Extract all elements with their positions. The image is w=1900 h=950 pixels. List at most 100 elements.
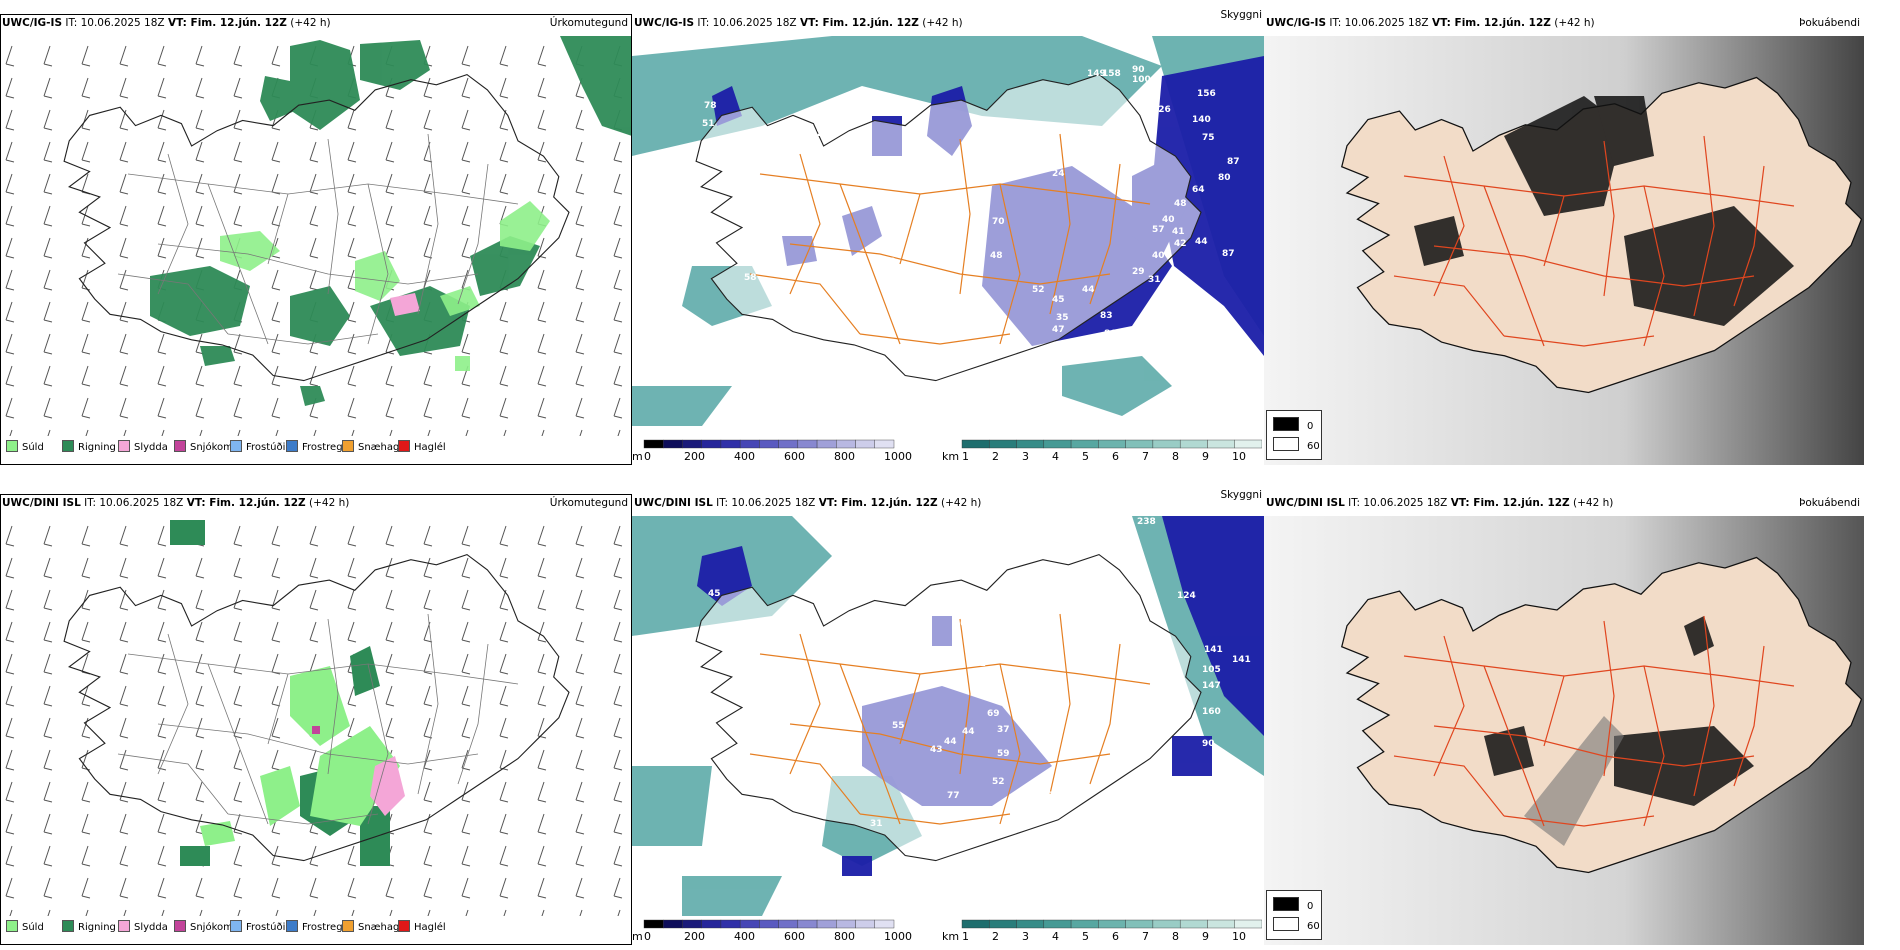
vt-label: VT: Fim. 12.jún. 12Z bbox=[799, 17, 919, 29]
colorbar-segment bbox=[720, 439, 741, 449]
cloud-base-label: 40 bbox=[1162, 215, 1175, 225]
fog-map bbox=[1264, 516, 1900, 945]
wind-barb bbox=[613, 781, 623, 803]
wind-barb bbox=[233, 621, 243, 643]
wind-barb bbox=[233, 781, 243, 803]
cloud-base-colorbar: m 0 200 400 600 800 1000 bbox=[632, 438, 932, 464]
precip-drizzle-areas bbox=[220, 201, 550, 371]
cloud-base-label: 47 bbox=[850, 751, 863, 761]
road-line bbox=[267, 673, 289, 745]
wind-barb bbox=[195, 109, 205, 131]
colorbar-segment bbox=[816, 919, 837, 929]
wind-barb bbox=[157, 749, 167, 771]
run-label: UWC/DINI ISL bbox=[634, 497, 713, 509]
cloud-base-label: 48 bbox=[1174, 199, 1187, 209]
wind-barb bbox=[161, 429, 165, 436]
road-line bbox=[1089, 643, 1121, 785]
wind-barb bbox=[195, 173, 205, 195]
cloud-base-label: 158 bbox=[1102, 69, 1121, 79]
wind-barb bbox=[575, 269, 585, 291]
wind-barb bbox=[423, 365, 433, 387]
wind-barb bbox=[5, 589, 15, 611]
wind-barb bbox=[275, 909, 279, 916]
wind-barb bbox=[575, 589, 585, 611]
colorbar-segment bbox=[739, 919, 760, 929]
wind-barb bbox=[499, 557, 509, 579]
wind-barb bbox=[233, 173, 243, 195]
colorbar-segment bbox=[778, 439, 799, 449]
colorbar-segment bbox=[855, 439, 875, 449]
wind-barb bbox=[537, 365, 547, 387]
wind-barb bbox=[271, 269, 281, 291]
cloud-base-label: 45 bbox=[708, 589, 721, 599]
colorbar-tick: 1 bbox=[962, 930, 969, 943]
wind-barb bbox=[81, 877, 91, 899]
cloud-base-label: 47 bbox=[1052, 325, 1065, 335]
colorbar-segment bbox=[1070, 919, 1099, 929]
colorbar-segment bbox=[1043, 439, 1072, 449]
cloud-base-label: 77 bbox=[947, 791, 960, 801]
wind-barb bbox=[613, 621, 623, 643]
wind-barb bbox=[81, 525, 91, 547]
cloud-base-label: 69 bbox=[899, 194, 912, 204]
wind-barb bbox=[271, 205, 281, 227]
precip-snow-areas bbox=[312, 726, 320, 734]
wind-barb bbox=[233, 205, 243, 227]
wind-barb bbox=[347, 557, 357, 579]
colorbar-tick: 0 bbox=[644, 450, 651, 463]
wind-barb bbox=[575, 813, 585, 835]
colorbar-segment bbox=[1179, 439, 1208, 449]
cloud-base-label: 24 bbox=[1052, 169, 1065, 179]
wind-barb bbox=[47, 909, 51, 916]
wind-barb bbox=[499, 717, 509, 739]
road-line bbox=[789, 243, 1111, 285]
wind-barb bbox=[537, 653, 547, 675]
legend-item: Snjókoma bbox=[174, 440, 239, 454]
legend-item: Frostúði bbox=[230, 440, 285, 454]
wind-barb bbox=[81, 109, 91, 131]
lead-label: (+42 h) bbox=[1554, 17, 1595, 29]
roads bbox=[749, 613, 1151, 825]
cloud-base-label: 90 bbox=[1202, 739, 1215, 749]
wind-barb bbox=[119, 205, 129, 227]
road-line bbox=[127, 173, 519, 205]
wind-barb bbox=[347, 301, 357, 323]
wind-barb bbox=[347, 685, 357, 707]
legend-swatch bbox=[118, 440, 130, 452]
colorbar-tick: 7 bbox=[1142, 450, 1149, 463]
cloud-base-label: 44 bbox=[962, 727, 975, 737]
legend-swatch bbox=[342, 920, 354, 932]
wind-barb bbox=[5, 269, 15, 291]
wind-barb bbox=[575, 173, 585, 195]
legend-item: Frostúði bbox=[230, 920, 285, 934]
road-line bbox=[127, 653, 519, 685]
wind-barb bbox=[499, 77, 509, 99]
colorbar-segment bbox=[1152, 439, 1181, 449]
vt-label: VT: Fim. 12.jún. 12Z bbox=[818, 497, 938, 509]
wind-barb bbox=[271, 365, 281, 387]
cloud-base-label: 126 bbox=[1152, 105, 1171, 115]
wind-barb bbox=[157, 109, 167, 131]
wind-barb bbox=[119, 109, 129, 131]
cloud-base-label: 80 bbox=[1218, 173, 1231, 183]
roads bbox=[1393, 615, 1795, 827]
wind-barb bbox=[157, 173, 167, 195]
wind-barb bbox=[423, 557, 433, 579]
wind-barb bbox=[309, 269, 319, 291]
wind-barb bbox=[157, 877, 167, 899]
wind-barb bbox=[423, 813, 433, 835]
cloud-base-label: 44 bbox=[944, 737, 957, 747]
wind-barb bbox=[195, 397, 205, 419]
precip-rain-areas bbox=[150, 36, 632, 406]
wind-barb bbox=[537, 173, 547, 195]
panel-fog-top: UWC/IG-IS IT: 10.06.2025 18Z VT: Fim. 12… bbox=[1264, 10, 1900, 465]
colorbar-segment bbox=[1016, 439, 1045, 449]
wind-barb bbox=[81, 749, 91, 771]
road-line bbox=[759, 653, 1151, 685]
colorbar-segment bbox=[1098, 919, 1126, 929]
wind-barb bbox=[617, 909, 621, 916]
colorbar-segment bbox=[1207, 919, 1235, 929]
it-label: IT: 10.06.2025 18Z bbox=[84, 497, 184, 509]
wind-barb bbox=[5, 781, 15, 803]
